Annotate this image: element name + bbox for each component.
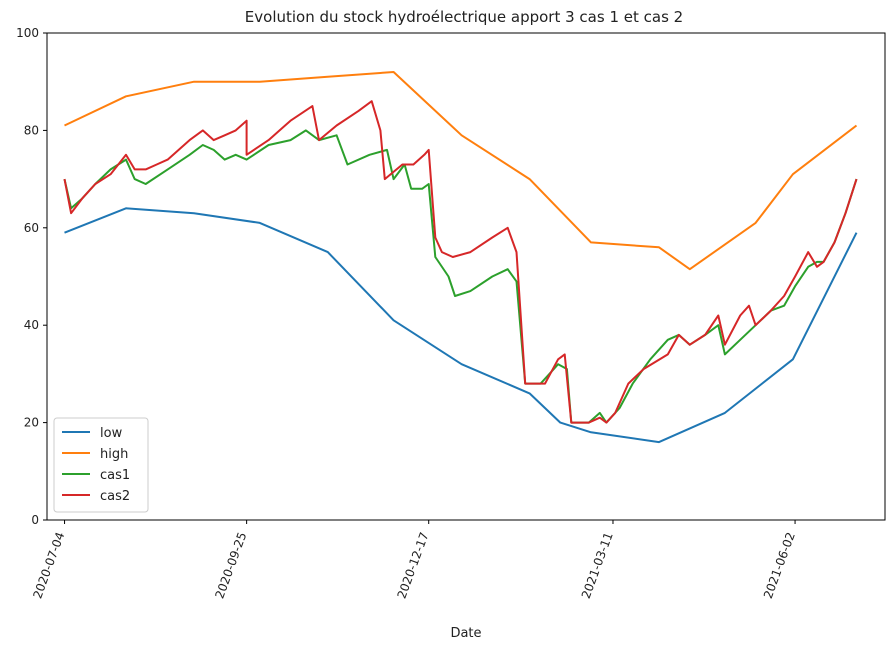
x-tick-label: 2020-07-04 [30,530,67,600]
y-tick-label: 0 [31,513,39,527]
x-axis-label: Date [450,626,481,641]
chart-title: Evolution du stock hydroélectrique appor… [245,8,683,26]
series-line-cas1 [63,129,858,424]
x-tick-label: 2020-09-25 [212,530,249,600]
plot-frame [46,32,886,521]
legend: low high cas1 cas2 [53,417,149,513]
y-tick-label: 60 [24,221,39,235]
x-tick-label: 2021-06-02 [761,530,798,600]
legend-label-cas2: cas2 [100,489,130,504]
legend-label-high: high [100,447,128,462]
x-tick-label: 2020-12-17 [395,530,432,600]
legend-label-cas1: cas1 [100,468,130,483]
x-tick-label: 2021-03-11 [579,530,616,600]
y-tick-label: 20 [24,416,39,430]
y-tick-label: 40 [24,318,39,332]
plot-lines [63,71,858,444]
legend-box [53,417,149,513]
y-tick-label: 100 [16,26,39,40]
series-line-high [64,71,858,271]
axes: 0 20 40 60 80 100 2020-07-04 2020-09-25 2020-12-… [16,26,886,601]
series-line-cas2 [63,100,858,424]
series-line-low [64,207,858,444]
y-tick-label: 80 [24,123,39,137]
legend-label-low: low [100,426,123,441]
